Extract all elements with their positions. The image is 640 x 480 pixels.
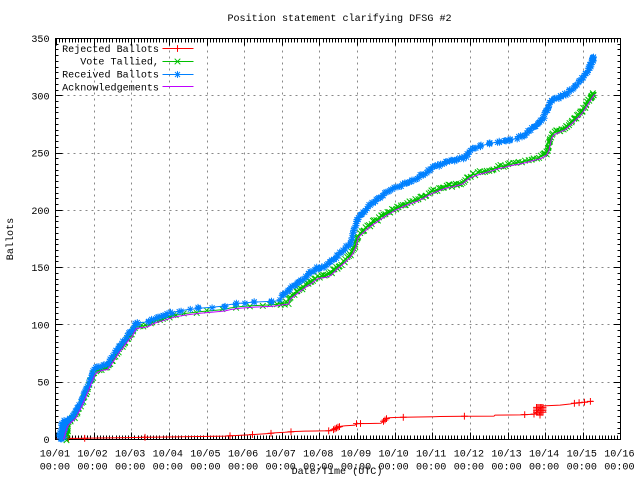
svg-text:00:00: 00:00	[341, 463, 371, 474]
svg-text:00:00: 00:00	[40, 463, 70, 474]
svg-text:00:00: 00:00	[604, 463, 634, 474]
svg-text:150: 150	[31, 264, 49, 275]
svg-text:10/10: 10/10	[378, 449, 408, 461]
svg-text:00:00: 00:00	[228, 463, 258, 474]
svg-text:10/13: 10/13	[491, 449, 521, 461]
svg-text:10/09: 10/09	[341, 449, 371, 461]
svg-text:00:00: 00:00	[378, 463, 408, 474]
svg-text:10/16: 10/16	[604, 449, 634, 461]
svg-text:100: 100	[31, 321, 49, 332]
svg-text:00:00: 00:00	[491, 463, 521, 474]
svg-text:10/02: 10/02	[77, 449, 107, 461]
svg-text:00:00: 00:00	[77, 463, 107, 474]
svg-text:00:00: 00:00	[115, 463, 145, 474]
svg-text:10/01: 10/01	[40, 449, 70, 461]
svg-text:00:00: 00:00	[567, 463, 597, 474]
svg-text:Ballots: Ballots	[5, 218, 17, 260]
svg-text:250: 250	[31, 150, 49, 161]
svg-text:10/12: 10/12	[454, 449, 484, 461]
svg-text:Received Ballots: Received Ballots	[62, 70, 159, 82]
svg-text:10/08: 10/08	[303, 449, 333, 461]
svg-text:00:00: 00:00	[303, 463, 333, 474]
svg-text:10/06: 10/06	[228, 449, 258, 461]
svg-text:200: 200	[31, 207, 49, 218]
svg-text:Acknowledgements: Acknowledgements	[62, 82, 159, 94]
svg-text:00:00: 00:00	[529, 463, 559, 474]
svg-text:Rejected Ballots: Rejected Ballots	[62, 44, 159, 56]
svg-text:10/14: 10/14	[529, 449, 559, 461]
svg-text:00:00: 00:00	[454, 463, 484, 474]
svg-text:300: 300	[31, 92, 49, 103]
svg-text:00:00: 00:00	[266, 463, 296, 474]
svg-text:00:00: 00:00	[416, 463, 446, 474]
svg-text:0: 0	[43, 436, 49, 447]
svg-text:Position statement clarifying: Position statement clarifying DFSG #2	[227, 13, 451, 25]
svg-text:50: 50	[37, 379, 49, 390]
svg-text:00:00: 00:00	[153, 463, 183, 474]
svg-text:Date/Time (UTC): Date/Time (UTC)	[292, 466, 383, 478]
svg-text:10/03: 10/03	[115, 449, 145, 461]
svg-text:350: 350	[31, 35, 49, 46]
svg-text:10/07: 10/07	[266, 449, 296, 461]
svg-text:10/11: 10/11	[416, 449, 446, 461]
svg-text:10/04: 10/04	[153, 449, 183, 461]
svg-text:10/15: 10/15	[567, 449, 597, 461]
svg-text:10/05: 10/05	[190, 449, 220, 461]
svg-text:Vote Tallied,: Vote Tallied,	[80, 57, 159, 69]
svg-text:00:00: 00:00	[190, 463, 220, 474]
